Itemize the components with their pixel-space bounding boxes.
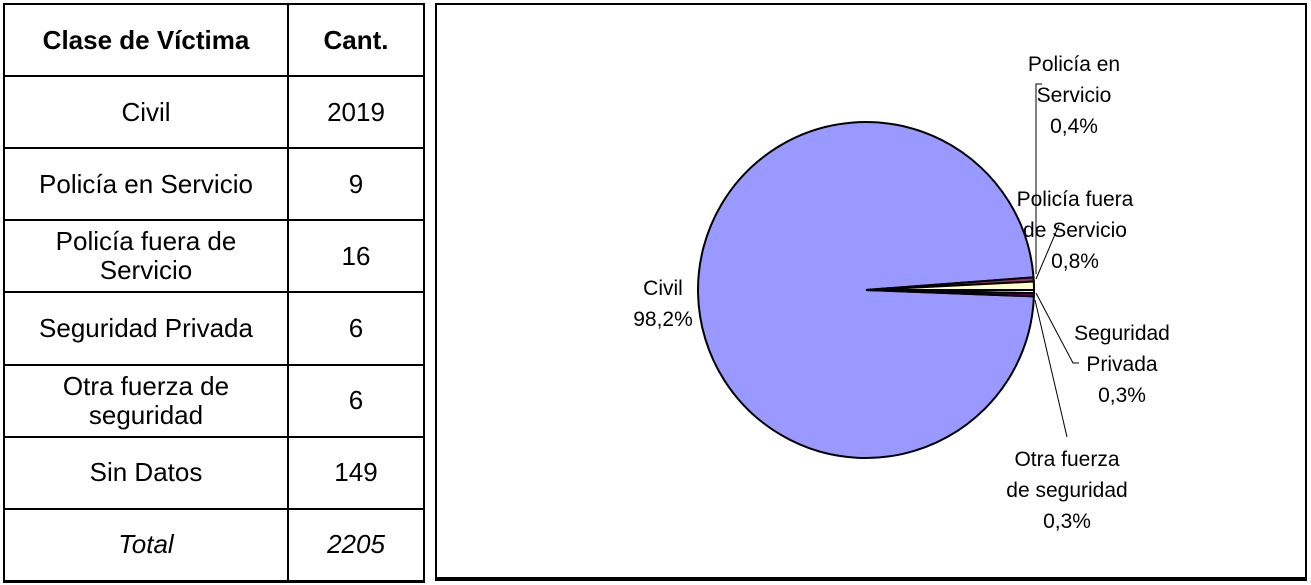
row-label: Sin Datos bbox=[3, 435, 289, 510]
pie-label-line: 0,3% bbox=[1098, 384, 1146, 407]
row-qty: 149 bbox=[287, 435, 425, 510]
leader-line bbox=[1035, 224, 1060, 280]
row-qty: 6 bbox=[287, 291, 425, 366]
pie-label-line: Policía fuera bbox=[1017, 188, 1134, 211]
row-qty: 6 bbox=[287, 363, 425, 438]
pie-label-line: Civil bbox=[643, 277, 683, 300]
table-row: Policía en Servicio 9 bbox=[3, 147, 425, 222]
pie-label: Policía fuera de Servicio 0,8% bbox=[1017, 188, 1134, 273]
row-label: Civil bbox=[3, 74, 289, 150]
table-row: Civil 2019 bbox=[3, 74, 425, 150]
pie-label: Policía en Servicio 0,4% bbox=[1028, 53, 1120, 138]
pie-label-line: 0,8% bbox=[1051, 250, 1099, 273]
row-label: Policía en Servicio bbox=[3, 147, 289, 222]
header-quantity: Cant. bbox=[287, 3, 425, 77]
row-qty: 2019 bbox=[287, 74, 425, 150]
pie-label-line: de seguridad bbox=[1006, 479, 1127, 502]
pie-label-line: 0,4% bbox=[1050, 115, 1098, 138]
pie-label: Otra fuerza de seguridad 0,3% bbox=[1006, 448, 1127, 533]
table-header-row: Clase de Víctima Cant. bbox=[3, 3, 425, 77]
row-label: Policía fuera de Servicio bbox=[3, 219, 289, 294]
pie-label-line: 0,3% bbox=[1043, 510, 1091, 533]
row-qty: 16 bbox=[287, 219, 425, 294]
pie-labels: Civil 98,2%Policía en Servicio 0,4%Policía … bbox=[633, 53, 1170, 533]
header-victim-class: Clase de Víctima bbox=[3, 3, 289, 77]
row-label: Otra fuerza de seguridad bbox=[3, 363, 289, 438]
pie-label-line: de Servicio bbox=[1023, 219, 1127, 242]
pie-label: Seguridad Privada 0,3% bbox=[1074, 322, 1170, 407]
table-row: Policía fuera de Servicio 16 bbox=[3, 219, 425, 294]
leader-line bbox=[1035, 83, 1042, 274]
victim-class-table: Clase de Víctima Cant. Civil 2019 Policí… bbox=[3, 3, 425, 583]
pie-slices bbox=[697, 121, 1036, 459]
pie-label-line: Seguridad bbox=[1074, 322, 1170, 345]
pie-label-line: Policía en bbox=[1028, 53, 1120, 76]
pie-label-line: Otra fuerza bbox=[1014, 448, 1119, 471]
label-leader-lines bbox=[1034, 83, 1079, 438]
row-qty: 9 bbox=[287, 147, 425, 222]
leader-line bbox=[1035, 292, 1079, 364]
leader-line bbox=[1034, 299, 1068, 438]
table-row: Sin Datos 149 bbox=[3, 435, 425, 510]
table-total-row: Total 2205 bbox=[3, 507, 425, 583]
pie-label-line: Privada bbox=[1086, 353, 1158, 376]
pie-label: Civil 98,2% bbox=[633, 277, 693, 331]
row-label: Seguridad Privada bbox=[3, 291, 289, 366]
pie-slice-otra-fuerza-de-seguridad bbox=[865, 289, 1035, 298]
total-qty: 2205 bbox=[287, 507, 425, 583]
total-label: Total bbox=[3, 507, 289, 583]
pie-slice-civil bbox=[697, 121, 1035, 459]
pie-label-line: Servicio bbox=[1037, 84, 1112, 107]
pie-chart-panel: Civil 98,2% Policía en Servicio 0,4% Policía … bbox=[435, 3, 1307, 581]
table-row: Otra fuerza de seguridad 6 bbox=[3, 363, 425, 438]
table-row: Seguridad Privada 6 bbox=[3, 291, 425, 366]
pie-chart: Civil 98,2%Policía en Servicio 0,4%Policía … bbox=[633, 53, 1170, 533]
pie-label-line: 98,2% bbox=[633, 308, 693, 331]
